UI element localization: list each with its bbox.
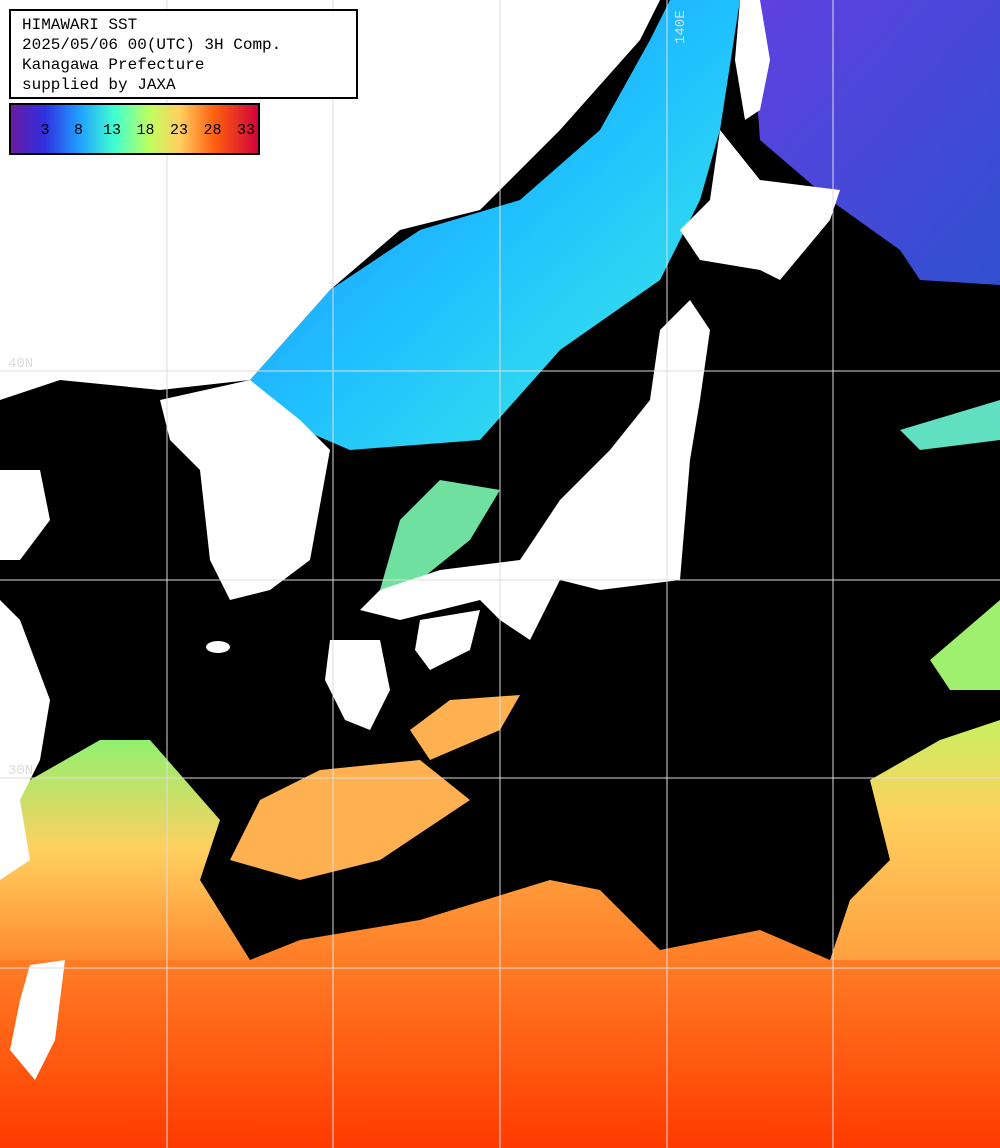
shikoku bbox=[415, 610, 480, 670]
korea bbox=[160, 380, 330, 600]
lon-label: 140E bbox=[673, 10, 689, 44]
colorbar-label: 13 bbox=[103, 122, 121, 139]
japan-sea bbox=[250, 0, 740, 450]
hokkaido bbox=[680, 130, 840, 280]
header-line: HIMAWARI SST bbox=[22, 16, 137, 34]
sst-patch bbox=[380, 480, 500, 590]
continent-coast bbox=[0, 600, 50, 880]
sakhalin bbox=[735, 0, 770, 120]
lat-label: 30N bbox=[8, 763, 33, 779]
okhotsk-sea bbox=[750, 0, 1000, 285]
colorbar bbox=[9, 103, 260, 155]
land bbox=[0, 0, 840, 1080]
sst-patch bbox=[230, 760, 470, 880]
lat-label: 40N bbox=[8, 356, 33, 372]
taiwan bbox=[10, 960, 65, 1080]
colorbar-label: 18 bbox=[136, 122, 154, 139]
colorbar-label: 33 bbox=[237, 122, 255, 139]
kyushu bbox=[325, 640, 390, 730]
header-box bbox=[9, 9, 358, 99]
header-line: 2025/05/06 00(UTC) 3H Comp. bbox=[22, 36, 281, 54]
sst-east bbox=[830, 720, 1000, 960]
continent-north bbox=[0, 0, 660, 400]
colorbar-labels: 3 8 13 18 23 28 33 bbox=[40, 122, 255, 139]
continent-coast bbox=[0, 470, 50, 560]
jeju bbox=[206, 641, 230, 653]
honshu bbox=[360, 300, 710, 640]
island bbox=[400, 127, 420, 163]
colorbar-label: 23 bbox=[170, 122, 188, 139]
header-line: Kanagawa Prefecture bbox=[22, 56, 204, 74]
colorbar-label: 3 bbox=[40, 122, 49, 139]
colorbar-label: 8 bbox=[74, 122, 83, 139]
sst-southwest bbox=[0, 740, 250, 960]
colorbar-label: 28 bbox=[203, 122, 221, 139]
sst-patch bbox=[410, 695, 520, 760]
sst-patch bbox=[900, 400, 1000, 450]
header-line: supplied by JAXA bbox=[22, 76, 176, 94]
sst-patch bbox=[930, 600, 1000, 690]
